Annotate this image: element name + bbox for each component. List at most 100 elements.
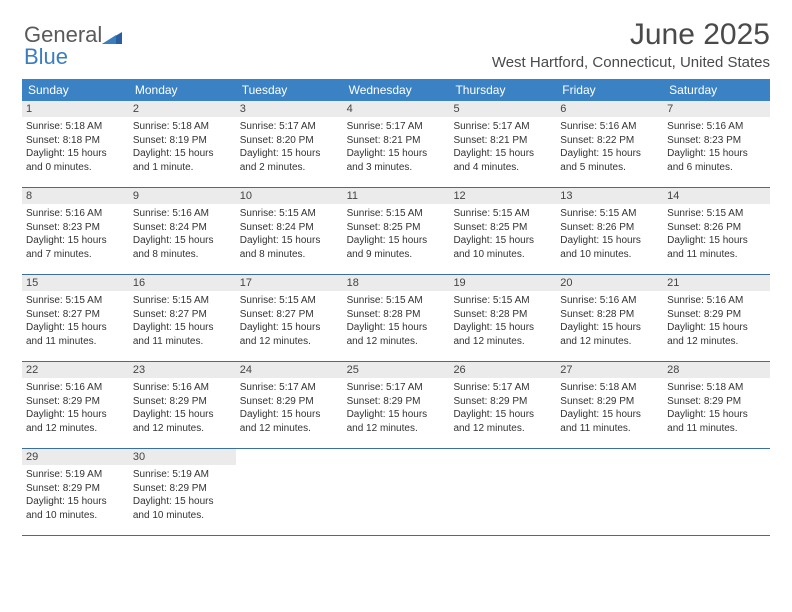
- sunset-text: Sunset: 8:29 PM: [133, 395, 232, 409]
- daylight-text: Daylight: 15 hours and 11 minutes.: [667, 408, 766, 435]
- sunset-text: Sunset: 8:21 PM: [453, 134, 552, 148]
- sunrise-text: Sunrise: 5:17 AM: [347, 120, 446, 134]
- daylight-text: Daylight: 15 hours and 10 minutes.: [560, 234, 659, 261]
- day-cell: 1 Sunrise: 5:18 AMSunset: 8:18 PMDaylight…: [22, 101, 129, 187]
- day-number: 26: [449, 362, 556, 378]
- location-subtitle: West Hartford, Connecticut, United State…: [492, 54, 770, 71]
- sunrise-text: Sunrise: 5:16 AM: [26, 381, 125, 395]
- sunrise-text: Sunrise: 5:15 AM: [453, 294, 552, 308]
- header: General Blue June 2025 West Hartford, Co…: [22, 18, 770, 71]
- sunrise-text: Sunrise: 5:19 AM: [133, 468, 232, 482]
- dow-cell: Tuesday: [236, 79, 343, 101]
- day-cell: 12Sunrise: 5:15 AMSunset: 8:25 PMDayligh…: [449, 188, 556, 274]
- daylight-text: Daylight: 15 hours and 12 minutes.: [667, 321, 766, 348]
- day-body: Sunrise: 5:15 AMSunset: 8:26 PMDaylight:…: [667, 207, 766, 261]
- dow-cell: Saturday: [663, 79, 770, 101]
- daylight-text: Daylight: 15 hours and 2 minutes.: [240, 147, 339, 174]
- week-row: 15Sunrise: 5:15 AMSunset: 8:27 PMDayligh…: [22, 275, 770, 362]
- sunset-text: Sunset: 8:29 PM: [133, 482, 232, 496]
- daylight-text: Daylight: 15 hours and 12 minutes.: [347, 321, 446, 348]
- day-body: Sunrise: 5:17 AMSunset: 8:21 PMDaylight:…: [347, 120, 446, 174]
- sunrise-text: Sunrise: 5:19 AM: [26, 468, 125, 482]
- daylight-text: Daylight: 15 hours and 10 minutes.: [133, 495, 232, 522]
- day-cell: 7Sunrise: 5:16 AMSunset: 8:23 PMDaylight…: [663, 101, 770, 187]
- sunset-text: Sunset: 8:23 PM: [667, 134, 766, 148]
- sunset-text: Sunset: 8:20 PM: [240, 134, 339, 148]
- day-number: 28: [663, 362, 770, 378]
- sunrise-text: Sunrise: 5:18 AM: [26, 120, 125, 134]
- day-cell: 5Sunrise: 5:17 AMSunset: 8:21 PMDaylight…: [449, 101, 556, 187]
- day-body: Sunrise: 5:15 AMSunset: 8:27 PMDaylight:…: [26, 294, 125, 348]
- day-body: Sunrise: 5:17 AMSunset: 8:20 PMDaylight:…: [240, 120, 339, 174]
- sunset-text: Sunset: 8:29 PM: [667, 308, 766, 322]
- title-block: June 2025 West Hartford, Connecticut, Un…: [492, 18, 770, 71]
- sunrise-text: Sunrise: 5:15 AM: [560, 207, 659, 221]
- sunset-text: Sunset: 8:21 PM: [347, 134, 446, 148]
- day-body: Sunrise: 5:16 AMSunset: 8:28 PMDaylight:…: [560, 294, 659, 348]
- page-title: June 2025: [492, 18, 770, 52]
- day-body: Sunrise: 5:16 AMSunset: 8:29 PMDaylight:…: [133, 381, 232, 435]
- day-cell: [236, 449, 343, 535]
- sunset-text: Sunset: 8:19 PM: [133, 134, 232, 148]
- week-row: 22Sunrise: 5:16 AMSunset: 8:29 PMDayligh…: [22, 362, 770, 449]
- daylight-text: Daylight: 15 hours and 11 minutes.: [26, 321, 125, 348]
- day-cell: 30Sunrise: 5:19 AMSunset: 8:29 PMDayligh…: [129, 449, 236, 535]
- sunrise-text: Sunrise: 5:16 AM: [133, 381, 232, 395]
- sunrise-text: Sunrise: 5:15 AM: [26, 294, 125, 308]
- day-number: 18: [343, 275, 450, 291]
- day-cell: 14Sunrise: 5:15 AMSunset: 8:26 PMDayligh…: [663, 188, 770, 274]
- day-number: 1: [22, 101, 129, 117]
- sunrise-text: Sunrise: 5:18 AM: [560, 381, 659, 395]
- sunrise-text: Sunrise: 5:15 AM: [667, 207, 766, 221]
- day-body: Sunrise: 5:16 AMSunset: 8:23 PMDaylight:…: [26, 207, 125, 261]
- day-body: Sunrise: 5:18 AMSunset: 8:29 PMDaylight:…: [560, 381, 659, 435]
- day-cell: [663, 449, 770, 535]
- sunset-text: Sunset: 8:29 PM: [347, 395, 446, 409]
- daylight-text: Daylight: 15 hours and 6 minutes.: [667, 147, 766, 174]
- day-number: 20: [556, 275, 663, 291]
- day-number: 16: [129, 275, 236, 291]
- day-cell: 6Sunrise: 5:16 AMSunset: 8:22 PMDaylight…: [556, 101, 663, 187]
- day-body: Sunrise: 5:15 AMSunset: 8:28 PMDaylight:…: [347, 294, 446, 348]
- sunset-text: Sunset: 8:26 PM: [667, 221, 766, 235]
- week-row: 29Sunrise: 5:19 AMSunset: 8:29 PMDayligh…: [22, 449, 770, 536]
- sunrise-text: Sunrise: 5:16 AM: [667, 120, 766, 134]
- day-body: Sunrise: 5:16 AMSunset: 8:22 PMDaylight:…: [560, 120, 659, 174]
- day-number: 27: [556, 362, 663, 378]
- sunset-text: Sunset: 8:29 PM: [667, 395, 766, 409]
- daylight-text: Daylight: 15 hours and 12 minutes.: [133, 408, 232, 435]
- daylight-text: Daylight: 15 hours and 12 minutes.: [560, 321, 659, 348]
- day-body: Sunrise: 5:17 AMSunset: 8:29 PMDaylight:…: [240, 381, 339, 435]
- daylight-text: Daylight: 15 hours and 5 minutes.: [560, 147, 659, 174]
- day-body: Sunrise: 5:15 AMSunset: 8:28 PMDaylight:…: [453, 294, 552, 348]
- day-body: Sunrise: 5:19 AMSunset: 8:29 PMDaylight:…: [133, 468, 232, 522]
- day-cell: 9Sunrise: 5:16 AMSunset: 8:24 PMDaylight…: [129, 188, 236, 274]
- day-body: Sunrise: 5:16 AMSunset: 8:29 PMDaylight:…: [667, 294, 766, 348]
- day-cell: 25Sunrise: 5:17 AMSunset: 8:29 PMDayligh…: [343, 362, 450, 448]
- sunset-text: Sunset: 8:29 PM: [26, 482, 125, 496]
- dow-cell: Sunday: [22, 79, 129, 101]
- sunrise-text: Sunrise: 5:16 AM: [667, 294, 766, 308]
- day-body: Sunrise: 5:15 AMSunset: 8:27 PMDaylight:…: [133, 294, 232, 348]
- day-cell: 26Sunrise: 5:17 AMSunset: 8:29 PMDayligh…: [449, 362, 556, 448]
- day-number: 13: [556, 188, 663, 204]
- day-cell: 29Sunrise: 5:19 AMSunset: 8:29 PMDayligh…: [22, 449, 129, 535]
- sunrise-text: Sunrise: 5:17 AM: [453, 120, 552, 134]
- day-body: Sunrise: 5:16 AMSunset: 8:23 PMDaylight:…: [667, 120, 766, 174]
- daylight-text: Daylight: 15 hours and 12 minutes.: [453, 321, 552, 348]
- sunrise-text: Sunrise: 5:16 AM: [560, 120, 659, 134]
- dow-header-row: SundayMondayTuesdayWednesdayThursdayFrid…: [22, 79, 770, 101]
- day-number: 8: [22, 188, 129, 204]
- day-number: 22: [22, 362, 129, 378]
- day-number: 9: [129, 188, 236, 204]
- day-number: 21: [663, 275, 770, 291]
- sunrise-text: Sunrise: 5:18 AM: [667, 381, 766, 395]
- day-number: 10: [236, 188, 343, 204]
- day-cell: 20 Sunrise: 5:16 AMSunset: 8:28 PMDayligh…: [556, 275, 663, 361]
- day-body: Sunrise: 5:17 AMSunset: 8:29 PMDaylight:…: [347, 381, 446, 435]
- sunrise-text: Sunrise: 5:18 AM: [133, 120, 232, 134]
- day-body: Sunrise: 5:18 AMSunset: 8:18 PMDaylight:…: [26, 120, 125, 174]
- sunrise-text: Sunrise: 5:17 AM: [453, 381, 552, 395]
- day-body: Sunrise: 5:19 AMSunset: 8:29 PMDaylight:…: [26, 468, 125, 522]
- day-cell: 11Sunrise: 5:15 AMSunset: 8:25 PMDayligh…: [343, 188, 450, 274]
